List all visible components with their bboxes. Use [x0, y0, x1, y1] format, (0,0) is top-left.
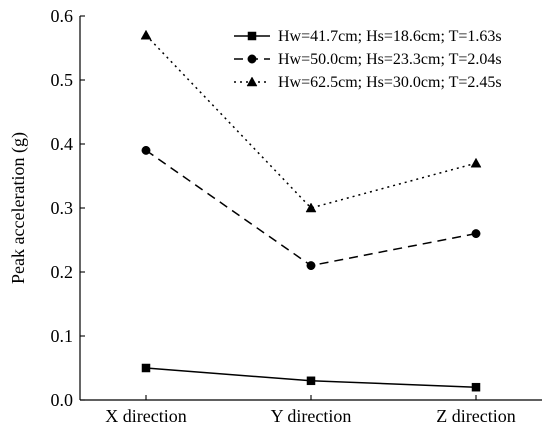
legend-entry: Hw=41.7cm; Hs=18.6cm; T=1.63s [234, 28, 502, 45]
data-point [470, 157, 482, 168]
data-point [305, 202, 317, 213]
legend-entry: Hw=62.5cm; Hs=30.0cm; T=2.45s [234, 74, 502, 91]
legend-marker [246, 76, 258, 87]
y-tick-label: 0.4 [51, 134, 74, 154]
y-tick-label: 0.2 [51, 262, 74, 282]
x-tick-label: Z direction [436, 406, 515, 426]
legend: Hw=41.7cm; Hs=18.6cm; T=1.63s Hw=50.0cm; … [234, 28, 502, 91]
y-tick-label: 0.5 [51, 70, 74, 90]
y-tick-label: 0.3 [51, 198, 74, 218]
legend-marker [247, 31, 257, 41]
y-tick-label: 0.6 [51, 6, 74, 26]
y-tick-label: 0.0 [51, 390, 74, 410]
x-tick-label: X direction [105, 406, 186, 426]
ticks: 0.0 0.1 0.2 0.3 0.4 0.5 0.6 X direction Y direct… [51, 6, 516, 426]
y-axis-title: Peak acceleration (g) [8, 132, 29, 284]
data-point [141, 363, 151, 373]
x-tick-label: Y direction [271, 406, 352, 426]
legend-entry: Hw=50.0cm; Hs=23.3cm; T=2.04s [234, 51, 502, 68]
series-line [145, 34, 477, 209]
data-point [140, 29, 152, 40]
legend-label: Hw=50.0cm; Hs=23.3cm; T=2.04s [278, 51, 502, 68]
series-layer [140, 29, 482, 392]
series-3 [140, 29, 482, 213]
data-point [306, 261, 316, 271]
data-point [471, 229, 481, 239]
series-1 [141, 363, 481, 392]
series-2 [141, 145, 481, 271]
legend-label: Hw=41.7cm; Hs=18.6cm; T=1.63s [278, 28, 502, 45]
legend-marker [247, 54, 257, 64]
legend-label: Hw=62.5cm; Hs=30.0cm; T=2.45s [278, 74, 502, 91]
y-tick-label: 0.1 [51, 326, 74, 346]
data-point [141, 145, 151, 155]
data-point [306, 376, 316, 386]
data-point [471, 382, 481, 392]
